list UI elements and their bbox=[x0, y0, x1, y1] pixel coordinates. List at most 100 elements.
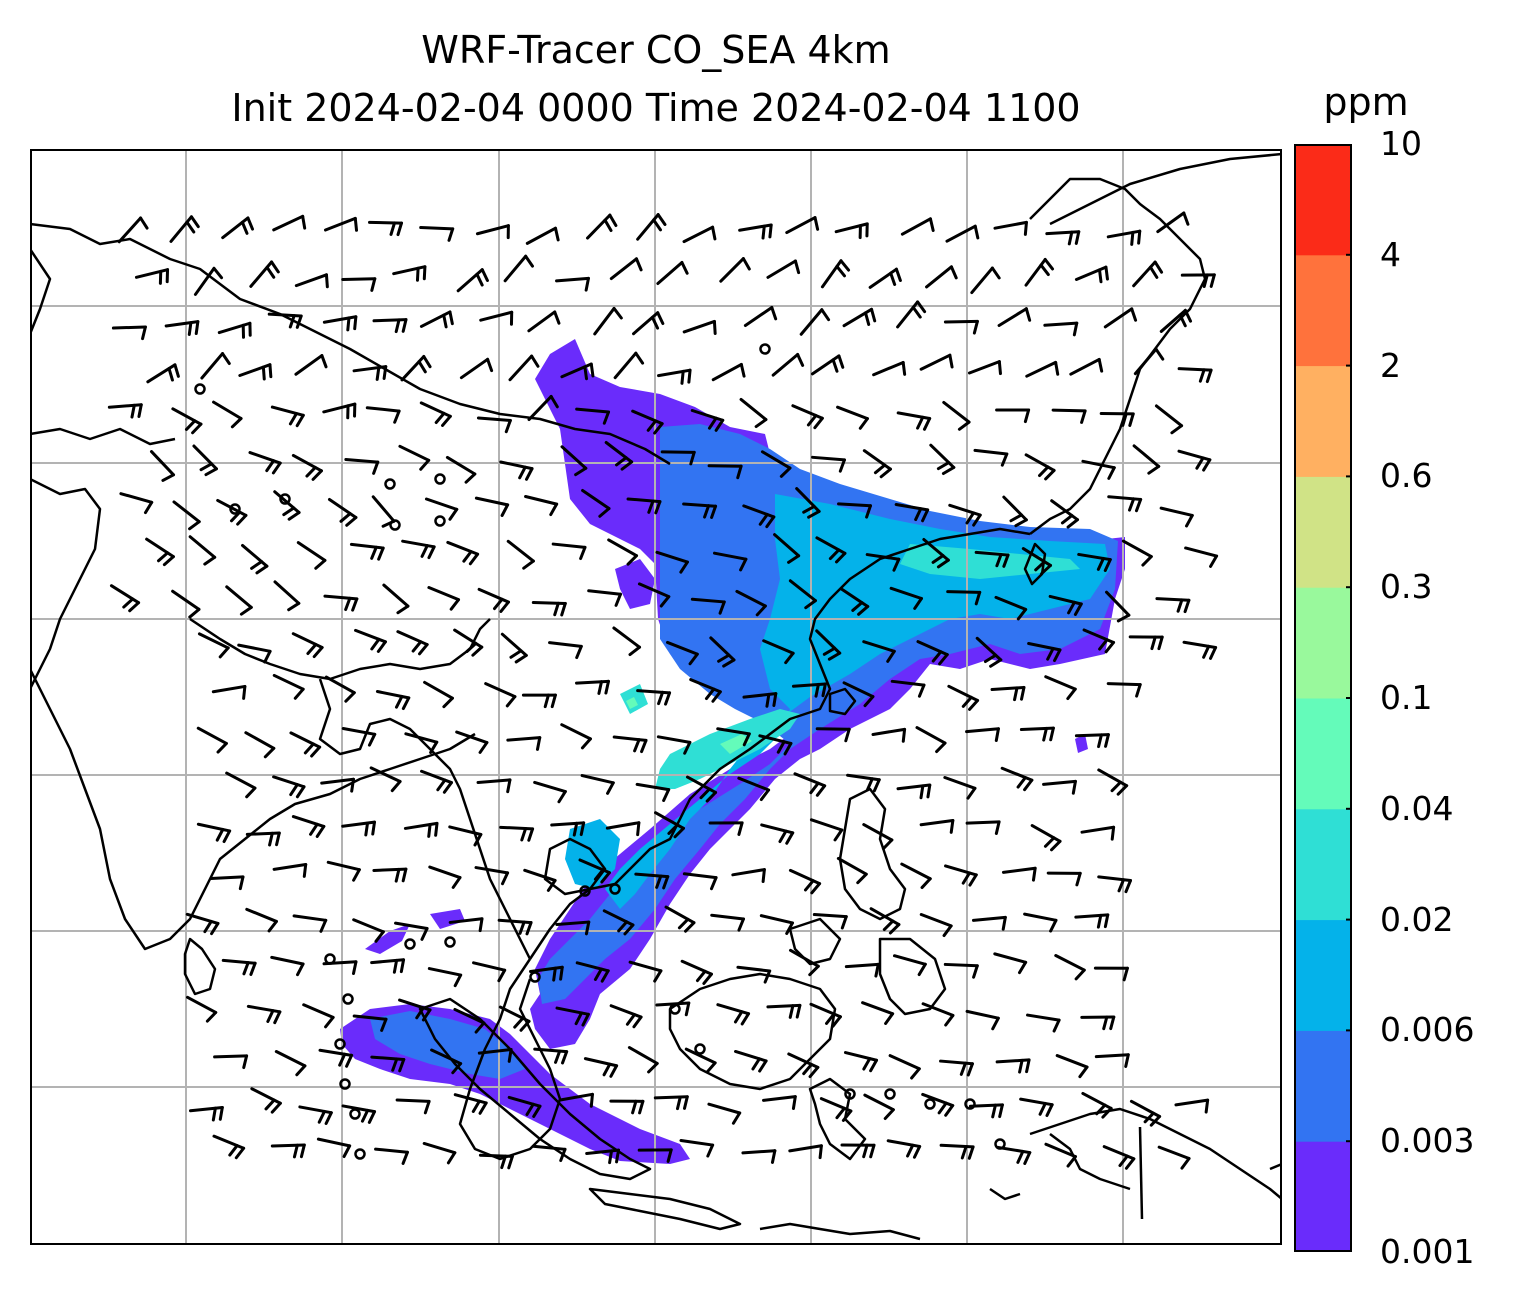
wind-barb bbox=[916, 640, 949, 666]
wind-barb bbox=[527, 310, 561, 333]
wind-barb bbox=[267, 312, 303, 329]
wind-barb bbox=[812, 913, 848, 930]
calm-wind-marker bbox=[579, 885, 591, 897]
map-frame bbox=[30, 149, 1282, 1245]
wind-barb bbox=[197, 632, 230, 659]
wind-barb bbox=[925, 265, 958, 289]
wind-barb bbox=[612, 626, 642, 657]
wind-barb bbox=[497, 918, 533, 936]
wind-barb bbox=[575, 407, 611, 425]
wind-barb bbox=[660, 450, 696, 466]
wind-barb bbox=[372, 867, 408, 883]
wind-barb bbox=[1048, 594, 1083, 616]
wind-barb bbox=[1074, 733, 1110, 749]
wind-barb bbox=[1069, 357, 1104, 376]
wind-barb bbox=[272, 862, 308, 878]
wind-barb bbox=[896, 411, 932, 431]
wind-barb bbox=[506, 539, 535, 570]
wind-barb bbox=[324, 216, 359, 232]
wind-barb bbox=[840, 1143, 876, 1159]
wind-barb bbox=[690, 408, 725, 432]
wind-barb bbox=[1105, 590, 1131, 623]
wind-barb bbox=[636, 213, 667, 241]
wind-barb bbox=[1074, 913, 1110, 929]
wind-barb bbox=[602, 909, 635, 936]
wind-barb bbox=[655, 550, 689, 574]
wind-barb bbox=[974, 550, 1010, 568]
wind-barb bbox=[369, 766, 402, 793]
colorbar-band bbox=[1294, 144, 1352, 256]
wind-barb bbox=[921, 1002, 955, 1027]
wind-barb bbox=[507, 1095, 542, 1118]
wind-barb bbox=[324, 675, 356, 703]
wind-barb bbox=[1154, 404, 1184, 435]
wind-barb bbox=[947, 684, 980, 711]
wind-barb bbox=[551, 542, 587, 561]
wind-barb bbox=[815, 727, 851, 743]
co-plume-0.003 bbox=[370, 1011, 525, 1079]
wind-barb bbox=[1000, 766, 1034, 792]
wind-barb bbox=[394, 921, 429, 941]
wind-barb bbox=[743, 305, 778, 328]
wind-barb bbox=[815, 629, 842, 661]
wind-barb bbox=[760, 450, 792, 478]
wind-barb bbox=[656, 260, 689, 286]
wind-barb bbox=[392, 265, 427, 282]
wind-barb bbox=[865, 553, 901, 572]
wind-barb bbox=[815, 536, 847, 564]
wind-barb bbox=[508, 354, 540, 382]
colorbar-band bbox=[1294, 698, 1352, 810]
wind-barb bbox=[605, 821, 641, 837]
wind-barb bbox=[1021, 547, 1052, 576]
wind-barb bbox=[1044, 1142, 1077, 1168]
wind-barb bbox=[1050, 499, 1080, 529]
wind-barb bbox=[245, 831, 281, 847]
wind-barb bbox=[892, 954, 927, 977]
wind-barb bbox=[996, 1145, 1032, 1165]
wind-barb bbox=[1077, 552, 1112, 572]
coastline-taiwan bbox=[1023, 542, 1047, 586]
wind-barb bbox=[1025, 360, 1060, 378]
wind-barb bbox=[1074, 265, 1109, 284]
calm-wind-marker bbox=[609, 883, 621, 895]
wind-barb bbox=[272, 673, 305, 700]
wind-barb bbox=[477, 1048, 513, 1063]
wind-barb bbox=[453, 1093, 488, 1115]
wind-barb bbox=[423, 680, 454, 709]
wind-barb bbox=[398, 998, 432, 1022]
wind-barb bbox=[943, 775, 977, 800]
wind-barb bbox=[634, 872, 670, 890]
wind-barb bbox=[1159, 308, 1193, 333]
wind-barb bbox=[666, 640, 699, 666]
wind-barb bbox=[221, 216, 254, 240]
wind-barb bbox=[424, 497, 459, 521]
wind-barb bbox=[241, 543, 269, 575]
wind-barb bbox=[742, 692, 778, 708]
wind-barb bbox=[583, 1057, 619, 1078]
wind-barb bbox=[529, 965, 564, 982]
wind-barb bbox=[654, 811, 685, 839]
wind-barb bbox=[211, 684, 247, 700]
wind-barb bbox=[169, 215, 200, 243]
wind-barb bbox=[119, 492, 154, 515]
wind-barb bbox=[890, 679, 926, 698]
coastline-visayas bbox=[788, 917, 842, 966]
wind-barb bbox=[475, 224, 510, 240]
wind-barb bbox=[298, 1105, 333, 1125]
wind-barb bbox=[146, 363, 180, 384]
wind-barb bbox=[294, 354, 328, 376]
wind-barb bbox=[523, 868, 557, 892]
wind-barb bbox=[791, 682, 827, 698]
calm-wind-marker bbox=[694, 1043, 706, 1055]
wind-barb bbox=[758, 734, 793, 756]
wind-barb bbox=[942, 400, 971, 431]
wind-barb bbox=[448, 917, 484, 933]
coastline-borneo bbox=[668, 972, 837, 1091]
wind-barb bbox=[791, 404, 824, 430]
coastline-indochina-china bbox=[528, 527, 1031, 960]
wind-barb bbox=[843, 1051, 879, 1073]
wind-barb bbox=[499, 825, 535, 842]
wind-barb bbox=[631, 409, 664, 435]
border-northwest bbox=[30, 248, 52, 335]
wind-barb bbox=[352, 918, 385, 943]
